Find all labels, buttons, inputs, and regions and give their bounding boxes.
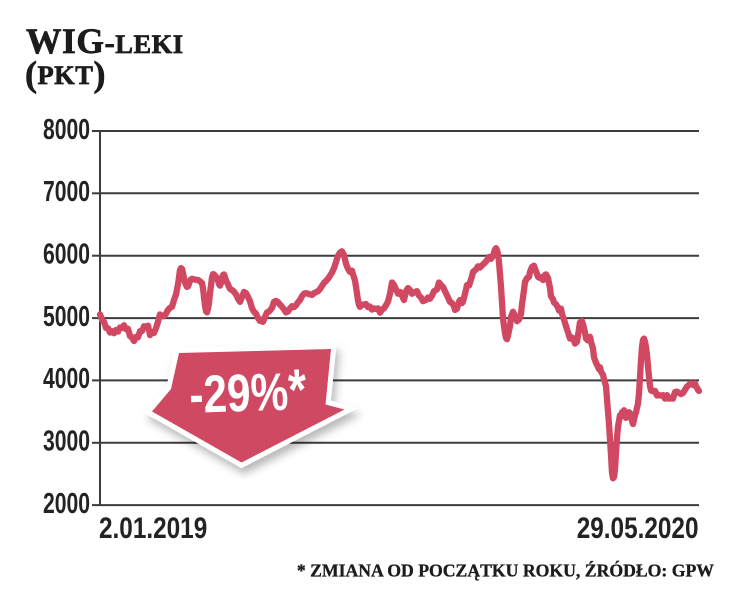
- svg-text:5000: 5000: [43, 301, 90, 333]
- svg-text:8000: 8000: [43, 114, 90, 146]
- svg-text:-29%*: -29%*: [188, 357, 308, 426]
- svg-text:2000: 2000: [43, 488, 90, 520]
- svg-text:7000: 7000: [43, 176, 90, 208]
- svg-text:3000: 3000: [43, 426, 90, 458]
- svg-text:4000: 4000: [43, 363, 90, 395]
- svg-text:* ZMIANA OD POCZĄTKU ROKU, ŹRÓ: * ZMIANA OD POCZĄTKU ROKU, ŹRÓDŁO: GPW: [297, 561, 714, 581]
- svg-text:2.01.2019: 2.01.2019: [99, 512, 207, 545]
- svg-text:(PKT): (PKT): [25, 54, 106, 94]
- svg-text:6000: 6000: [43, 239, 90, 271]
- svg-text:29.05.2020: 29.05.2020: [577, 512, 699, 545]
